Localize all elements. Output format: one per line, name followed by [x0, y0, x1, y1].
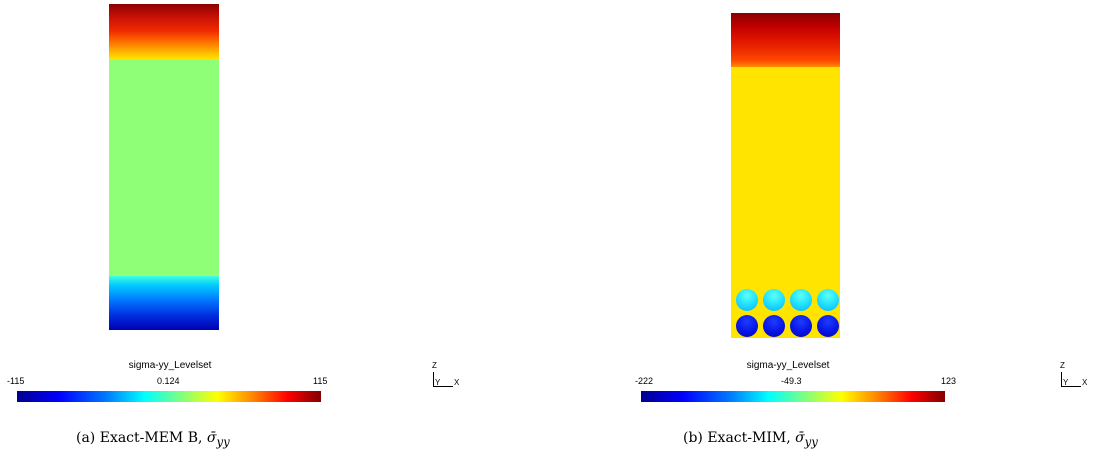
colorbar-max-label: 115	[313, 376, 328, 386]
inclusion-circle	[790, 289, 812, 311]
caption-symbol: σ̄	[206, 430, 217, 446]
inclusion-circle	[817, 315, 839, 337]
colorbar-max-label: 123	[941, 376, 957, 386]
axis-line	[433, 372, 434, 387]
high-stress-band	[109, 4, 219, 60]
colorbar-mid-label: -49.3	[781, 376, 802, 386]
axis-x-label: X	[1082, 378, 1088, 387]
caption-subscript: yy	[804, 434, 818, 449]
axis-z-label: Z	[1060, 361, 1065, 370]
inclusion-circle	[763, 315, 785, 337]
caption-subscript: yy	[216, 434, 230, 449]
colorbar	[641, 391, 945, 402]
axis-line	[1061, 372, 1062, 387]
axis-triad-icon: Z Y X	[430, 361, 460, 391]
colorbar	[17, 391, 321, 402]
axis-triad-icon: Z Y X	[1058, 361, 1088, 391]
mid-stress-band	[109, 60, 219, 276]
axis-y-label: Y	[435, 378, 441, 387]
caption-text: (b) Exact-MIM,	[683, 430, 796, 446]
stress-field-plot	[109, 4, 219, 330]
inclusion-circle	[736, 289, 758, 311]
axis-line	[433, 386, 453, 387]
axis-z-label: Z	[432, 361, 437, 370]
colorbar-title: sigma-yy_Levelset	[128, 360, 212, 371]
inclusion-circle	[763, 289, 785, 311]
panel-b: sigma-yy_Levelset -222 -49.3 123 Z Y X (…	[549, 0, 1098, 461]
inclusion-circle	[790, 315, 812, 337]
colorbar-min-label: -222	[635, 376, 654, 386]
caption-symbol: σ̄	[795, 430, 805, 446]
caption-text: (a) Exact-MEM B,	[76, 430, 207, 446]
high-stress-band	[731, 13, 840, 67]
inclusion-circle	[817, 289, 839, 311]
colorbar-mid-label: 0.124	[157, 376, 180, 386]
axis-line	[1061, 386, 1081, 387]
stress-field-plot	[731, 13, 840, 338]
inclusion-circle	[736, 315, 758, 337]
low-stress-band	[109, 276, 219, 330]
panel-a: sigma-yy_Levelset -115 0.124 115 Z Y X (…	[7, 4, 460, 449]
axis-y-label: Y	[1063, 378, 1069, 387]
axis-x-label: X	[454, 378, 460, 387]
colorbar-title: sigma-yy_Levelset	[746, 360, 830, 371]
figure-caption: (b) Exact-MIM, σ̄yy	[683, 430, 818, 449]
colorbar-min-label: -115	[7, 376, 25, 386]
figure-caption: (a) Exact-MEM B, σ̄yy	[76, 430, 230, 449]
